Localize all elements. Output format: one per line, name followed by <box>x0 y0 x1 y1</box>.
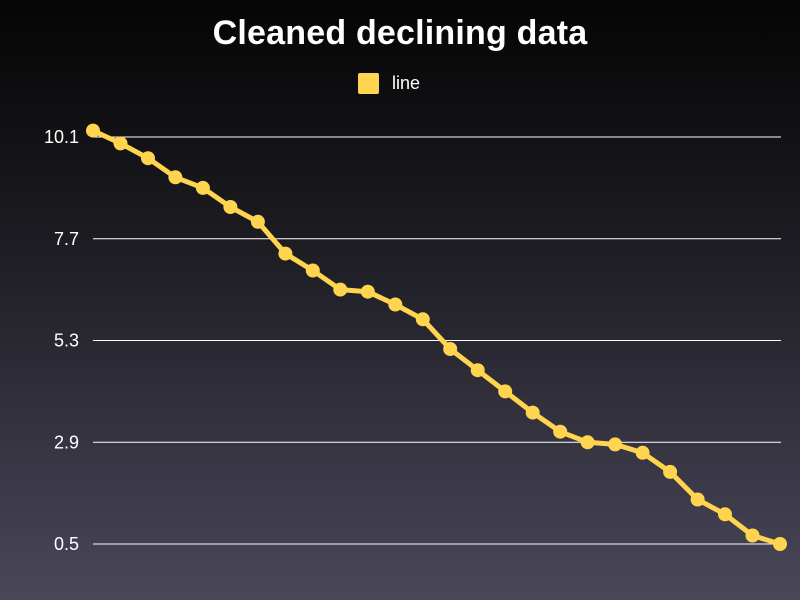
y-tick-label: 7.7 <box>54 229 79 249</box>
data-point <box>773 537 787 551</box>
legend-swatch <box>358 73 379 94</box>
chart-title: Cleaned declining data <box>212 14 588 52</box>
data-point <box>360 284 375 299</box>
data-point <box>250 214 265 229</box>
data-point <box>635 445 650 460</box>
data-point <box>333 282 348 297</box>
data-point <box>498 384 513 399</box>
data-point <box>86 123 100 138</box>
data-point <box>305 263 320 278</box>
data-point <box>525 405 540 420</box>
data-point <box>223 200 238 214</box>
data-point <box>690 492 705 507</box>
series-line <box>86 123 787 551</box>
data-point <box>608 437 623 452</box>
data-point <box>580 435 595 450</box>
y-tick-label: 0.5 <box>54 534 79 554</box>
legend-label: line <box>392 73 421 93</box>
data-point <box>745 528 760 543</box>
data-point <box>553 424 568 439</box>
data-point <box>388 297 403 312</box>
data-point <box>415 312 430 327</box>
legend: line <box>358 73 420 94</box>
y-tick-label: 5.3 <box>54 331 79 351</box>
data-point <box>470 363 485 378</box>
y-tick-label: 10.1 <box>44 127 79 147</box>
data-point <box>141 151 155 166</box>
data-point <box>278 246 293 261</box>
series-line-path <box>90 128 783 547</box>
data-point <box>195 180 210 195</box>
y-tick-label: 2.9 <box>54 432 79 452</box>
y-axis: 10.1 7.7 5.3 2.9 0.5 <box>44 127 79 554</box>
data-point <box>718 507 732 522</box>
data-point <box>443 342 458 356</box>
gridlines <box>93 136 781 545</box>
data-point <box>168 170 183 185</box>
data-point <box>113 136 128 151</box>
data-point <box>663 464 678 479</box>
